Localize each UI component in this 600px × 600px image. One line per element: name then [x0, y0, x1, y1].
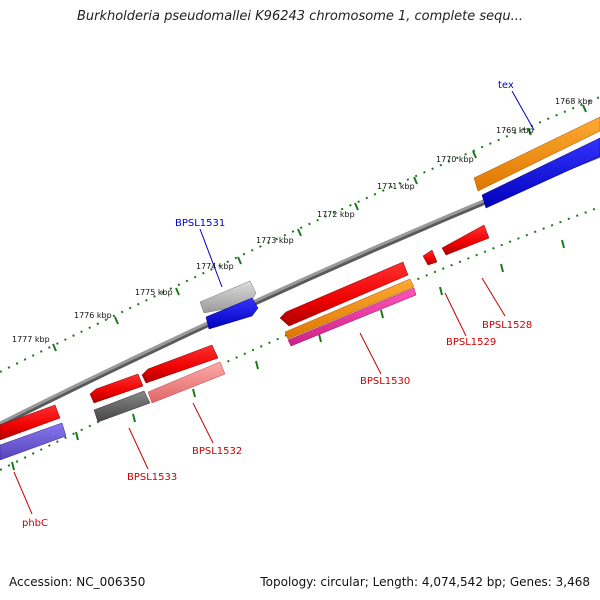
leader-line: [359, 332, 382, 375]
feature-bpsl1530-magenta[interactable]: [287, 287, 417, 347]
kbp-label: 1773 kbp: [256, 236, 294, 245]
major-tick: [582, 104, 587, 113]
inner-tick: [132, 413, 136, 423]
leader-line: [199, 228, 223, 288]
inner-tick: [75, 431, 79, 441]
inner-tick: [192, 388, 196, 398]
gene-label-bpsl1532[interactable]: BPSL1532: [192, 446, 242, 457]
leader-line: [13, 471, 33, 515]
kbp-label: 1769 kbp: [496, 126, 534, 135]
leader-line: [481, 277, 506, 317]
leader-line: [444, 292, 467, 337]
inner-tick: [500, 263, 504, 273]
accession-text: Accession: NC_006350: [9, 575, 146, 589]
map-title: Burkholderia pseudomallei K96243 chromos…: [76, 9, 524, 24]
gene-labels: tex BPSL1531 BPSL1528 BPSL1529 BPSL1530 …: [13, 80, 535, 529]
major-tick: [354, 202, 359, 211]
gene-label-bpsl1533[interactable]: BPSL1533: [127, 472, 177, 483]
inner-ruler: [0, 206, 600, 471]
gene-label-bpsl1530[interactable]: BPSL1530: [360, 376, 410, 387]
feature-bpsl1529[interactable]: [422, 249, 438, 266]
major-tick: [297, 228, 302, 237]
kbp-label: 1776 kbp: [74, 311, 112, 320]
gene-label-bpsl1529[interactable]: BPSL1529: [446, 337, 496, 348]
kbp-label: 1771 kbp: [377, 182, 415, 191]
inner-tick: [439, 286, 443, 296]
kbp-label: 1774 kbp: [196, 262, 234, 271]
kbp-label: 1777 kbp: [12, 335, 50, 344]
outer-ruler: [0, 96, 600, 373]
feature-bpsl1533-red[interactable]: [89, 373, 144, 404]
leader-line: [511, 90, 535, 131]
reverse-features: [0, 224, 490, 461]
feature-bpsl1528[interactable]: [441, 224, 490, 256]
major-tick: [175, 287, 180, 296]
feature-bpsl1532-pink[interactable]: [147, 361, 226, 404]
feature-bpsl1530-orange[interactable]: [284, 278, 415, 340]
gene-label-tex[interactable]: tex: [498, 80, 514, 91]
feature-bpsl1532[interactable]: [141, 344, 219, 384]
gene-label-bpsl1531[interactable]: BPSL1531: [175, 218, 225, 229]
kbp-label: 1768 kbp: [555, 97, 593, 106]
major-tick: [52, 343, 57, 352]
outer-ruler-dots: [0, 96, 600, 373]
gene-label-bpsl1528[interactable]: BPSL1528: [482, 320, 532, 331]
gene-label-phbc[interactable]: phbC: [22, 518, 48, 529]
inner-tick: [561, 239, 565, 249]
inner-tick: [380, 309, 384, 319]
feature-phbc-violet[interactable]: [0, 422, 67, 461]
major-tick: [527, 127, 532, 136]
genome-summary-text: Topology: circular; Length: 4,074,542 bp…: [260, 575, 590, 589]
major-tick: [237, 256, 242, 265]
kbp-label: 1770 kbp: [436, 155, 474, 164]
major-tick: [472, 150, 477, 159]
kbp-labels: 1768 kbp 1769 kbp 1770 kbp 1771 kbp 1772…: [12, 97, 593, 344]
feature-bpsl1530-red[interactable]: [279, 261, 409, 327]
inner-tick: [11, 461, 15, 471]
feature-bpsl1533-dark[interactable]: [93, 390, 151, 423]
major-tick: [413, 176, 418, 185]
leader-line: [128, 427, 149, 470]
major-tick: [114, 316, 119, 325]
feature-bpsl1531[interactable]: [205, 297, 259, 330]
kbp-label: 1775 kbp: [135, 288, 173, 297]
kbp-label: 1772 kbp: [317, 210, 355, 219]
leader-line: [192, 402, 214, 444]
feature-phbc-red[interactable]: [0, 404, 61, 441]
feature-orange-forward[interactable]: [473, 116, 600, 192]
feature-tex[interactable]: [481, 137, 600, 209]
inner-tick: [318, 333, 322, 343]
forward-features: [199, 116, 600, 330]
inner-tick: [255, 360, 259, 370]
